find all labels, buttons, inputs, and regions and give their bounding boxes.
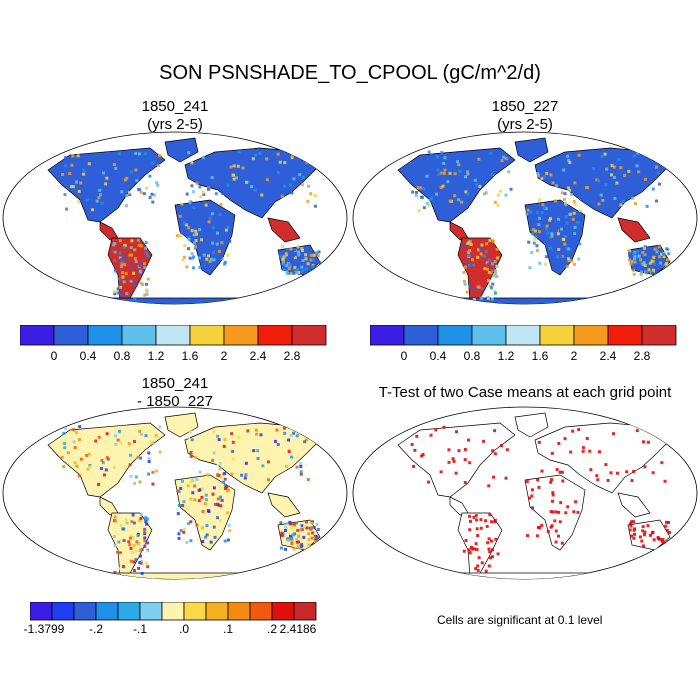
- colorbar-segment: [223, 325, 259, 346]
- colorbar-segment: [189, 325, 225, 346]
- continent-greenland: [514, 412, 549, 438]
- continent-europe-asia: [534, 422, 671, 494]
- colorbar-segment: [117, 602, 141, 621]
- continent-antarctica: [89, 572, 261, 579]
- colorbar-segment: [205, 602, 229, 621]
- colorbar-tick-label: 2: [570, 349, 578, 363]
- colorbar-segment: [471, 325, 507, 346]
- colorbar-segment: [53, 325, 89, 346]
- grid-cells: [61, 150, 321, 301]
- panel-2-title-line2: (yrs 2-5): [497, 116, 553, 133]
- colorbar-segment: [573, 325, 609, 346]
- colorbar-segment: [51, 602, 75, 621]
- continent-north-america: [397, 422, 516, 498]
- continent-greenland: [164, 137, 199, 163]
- colorbar-tick-label: 2.8: [633, 349, 651, 363]
- colorbar-tick-label: 1.6: [181, 349, 199, 363]
- colorbar-segment: [20, 325, 55, 346]
- colorbar-segment: [437, 325, 473, 346]
- colorbar-tick-label: 0.8: [463, 349, 481, 363]
- colorbar-segment: [370, 325, 405, 346]
- colorbar-tick-label: -1.3799: [23, 622, 65, 636]
- colorbar-tick-label: 0: [50, 349, 58, 363]
- map-panel-ttest: [352, 406, 698, 580]
- colorbar-tick-label: .1: [222, 622, 234, 636]
- colorbar-tick-label: 1.2: [497, 349, 515, 363]
- panel-1-title-line2: (yrs 2-5): [147, 116, 203, 133]
- panel-3-title-line1: 1850_241: [141, 375, 209, 392]
- colorbar-tick-label: -.2: [88, 622, 104, 636]
- figure-title: SON PSNSHADE_TO_CPOOL (gC/m^2/d): [159, 62, 541, 84]
- colorbar-segment: [607, 325, 643, 346]
- colorbar-segment: [249, 602, 273, 621]
- colorbar-tick-label: 0.4: [79, 349, 97, 363]
- continent-southeast-asia: [617, 492, 651, 518]
- colorbar-segment: [121, 325, 157, 346]
- colorbar-tick-label: -.1: [132, 622, 148, 636]
- colorbar-segment: [95, 602, 119, 621]
- colorbar-tick-label: 0.4: [429, 349, 447, 363]
- continent-greenland: [514, 137, 549, 163]
- continent-southeast-asia: [617, 217, 651, 243]
- grid-cells: [60, 425, 320, 575]
- colorbar-tick-label: 2.4186: [279, 622, 317, 636]
- colorbar-tick-label: 0.8: [113, 349, 131, 363]
- panel-4-title-line1: T-Test of two Case means at each grid po…: [378, 384, 672, 401]
- colorbar-segment: [87, 325, 123, 346]
- colorbar-tick-label: .0: [178, 622, 190, 636]
- colorbar-tick-label: .2: [266, 622, 278, 636]
- colorbar-segment: [291, 325, 327, 346]
- colorbar-segment: [161, 602, 185, 621]
- colorbar-tick-label: 1.2: [147, 349, 165, 363]
- panel-2-title: 1850_227 (yrs 2-5): [410, 98, 640, 134]
- colorbar-segment: [155, 325, 191, 346]
- colorbar-segment: [539, 325, 575, 346]
- colorbar-segment: [139, 602, 163, 621]
- colorbar-tick-label: 2.4: [599, 349, 617, 363]
- colorbar-tick-label: 1.6: [531, 349, 549, 363]
- map-panel-1850-227: [352, 131, 698, 305]
- colorbar-difference-labels: -1.3799 -.2 -.1 .0 .1 .2 2.4186: [24, 622, 320, 638]
- colorbar-1-labels: 0 0.4 0.8 1.2 1.6 2 2.4 2.8: [20, 349, 330, 365]
- grid-cells: [410, 425, 671, 573]
- colorbar-segment: [403, 325, 439, 346]
- colorbar-tick-label: 2: [220, 349, 228, 363]
- colorbar-segment: [505, 325, 541, 346]
- map-panel-1850-241: [2, 131, 348, 305]
- continent-antarctica: [439, 297, 611, 304]
- colorbar-tick-label: 2.8: [283, 349, 301, 363]
- colorbar-2-labels: 0 0.4 0.8 1.2 1.6 2 2.4 2.8: [370, 349, 680, 365]
- colorbar-panel-1: [20, 325, 327, 346]
- colorbar-segment: [183, 602, 207, 621]
- panel-1-title: 1850_241 (yrs 2-5): [60, 98, 290, 134]
- colorbar-panel-2: [370, 325, 677, 346]
- colorbar-tick-label: 2.4: [249, 349, 267, 363]
- continent-europe-asia: [184, 147, 321, 219]
- colorbar-segment: [30, 602, 53, 621]
- colorbar-segment: [73, 602, 97, 621]
- significance-note: Cells are significant at 0.1 level: [437, 613, 603, 627]
- colorbar-difference: [30, 602, 317, 621]
- colorbar-segment: [227, 602, 251, 621]
- colorbar-tick-label: 0: [400, 349, 408, 363]
- panel-2-title-line1: 1850_227: [491, 98, 559, 115]
- colorbar-segment: [641, 325, 677, 346]
- continent-antarctica: [439, 572, 611, 579]
- colorbar-segment: [293, 602, 317, 621]
- colorbar-segment: [257, 325, 293, 346]
- panel-3-title-line2: - 1850_227: [137, 393, 213, 410]
- grid-cells: [411, 150, 671, 301]
- continent-north-america: [397, 147, 516, 223]
- colorbar-segment: [271, 602, 295, 621]
- continent-southeast-asia: [267, 217, 301, 243]
- continent-southeast-asia: [267, 492, 301, 518]
- continent-antarctica: [89, 297, 261, 304]
- map-panel-difference: [2, 406, 348, 580]
- panel-3-title: 1850_241 - 1850_227: [60, 375, 290, 411]
- panel-4-title: T-Test of two Case means at each grid po…: [350, 384, 700, 402]
- panel-1-title-line1: 1850_241: [141, 98, 209, 115]
